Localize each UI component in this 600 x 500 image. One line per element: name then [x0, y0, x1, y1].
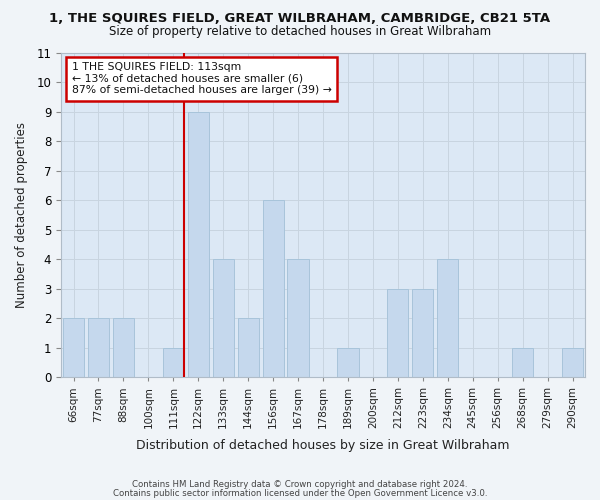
- Bar: [337, 348, 359, 377]
- Text: Contains HM Land Registry data © Crown copyright and database right 2024.: Contains HM Land Registry data © Crown c…: [132, 480, 468, 489]
- Bar: [287, 259, 308, 377]
- Bar: [212, 259, 234, 377]
- Text: 1, THE SQUIRES FIELD, GREAT WILBRAHAM, CAMBRIDGE, CB21 5TA: 1, THE SQUIRES FIELD, GREAT WILBRAHAM, C…: [49, 12, 551, 26]
- Y-axis label: Number of detached properties: Number of detached properties: [15, 122, 28, 308]
- Text: Size of property relative to detached houses in Great Wilbraham: Size of property relative to detached ho…: [109, 25, 491, 38]
- Bar: [63, 318, 84, 377]
- Bar: [412, 288, 433, 377]
- Bar: [88, 318, 109, 377]
- Bar: [263, 200, 284, 377]
- Bar: [163, 348, 184, 377]
- X-axis label: Distribution of detached houses by size in Great Wilbraham: Distribution of detached houses by size …: [136, 440, 510, 452]
- Text: 1 THE SQUIRES FIELD: 113sqm
← 13% of detached houses are smaller (6)
87% of semi: 1 THE SQUIRES FIELD: 113sqm ← 13% of det…: [71, 62, 331, 96]
- Bar: [238, 318, 259, 377]
- Bar: [512, 348, 533, 377]
- Bar: [188, 112, 209, 377]
- Bar: [113, 318, 134, 377]
- Text: Contains public sector information licensed under the Open Government Licence v3: Contains public sector information licen…: [113, 489, 487, 498]
- Bar: [562, 348, 583, 377]
- Bar: [387, 288, 409, 377]
- Bar: [437, 259, 458, 377]
